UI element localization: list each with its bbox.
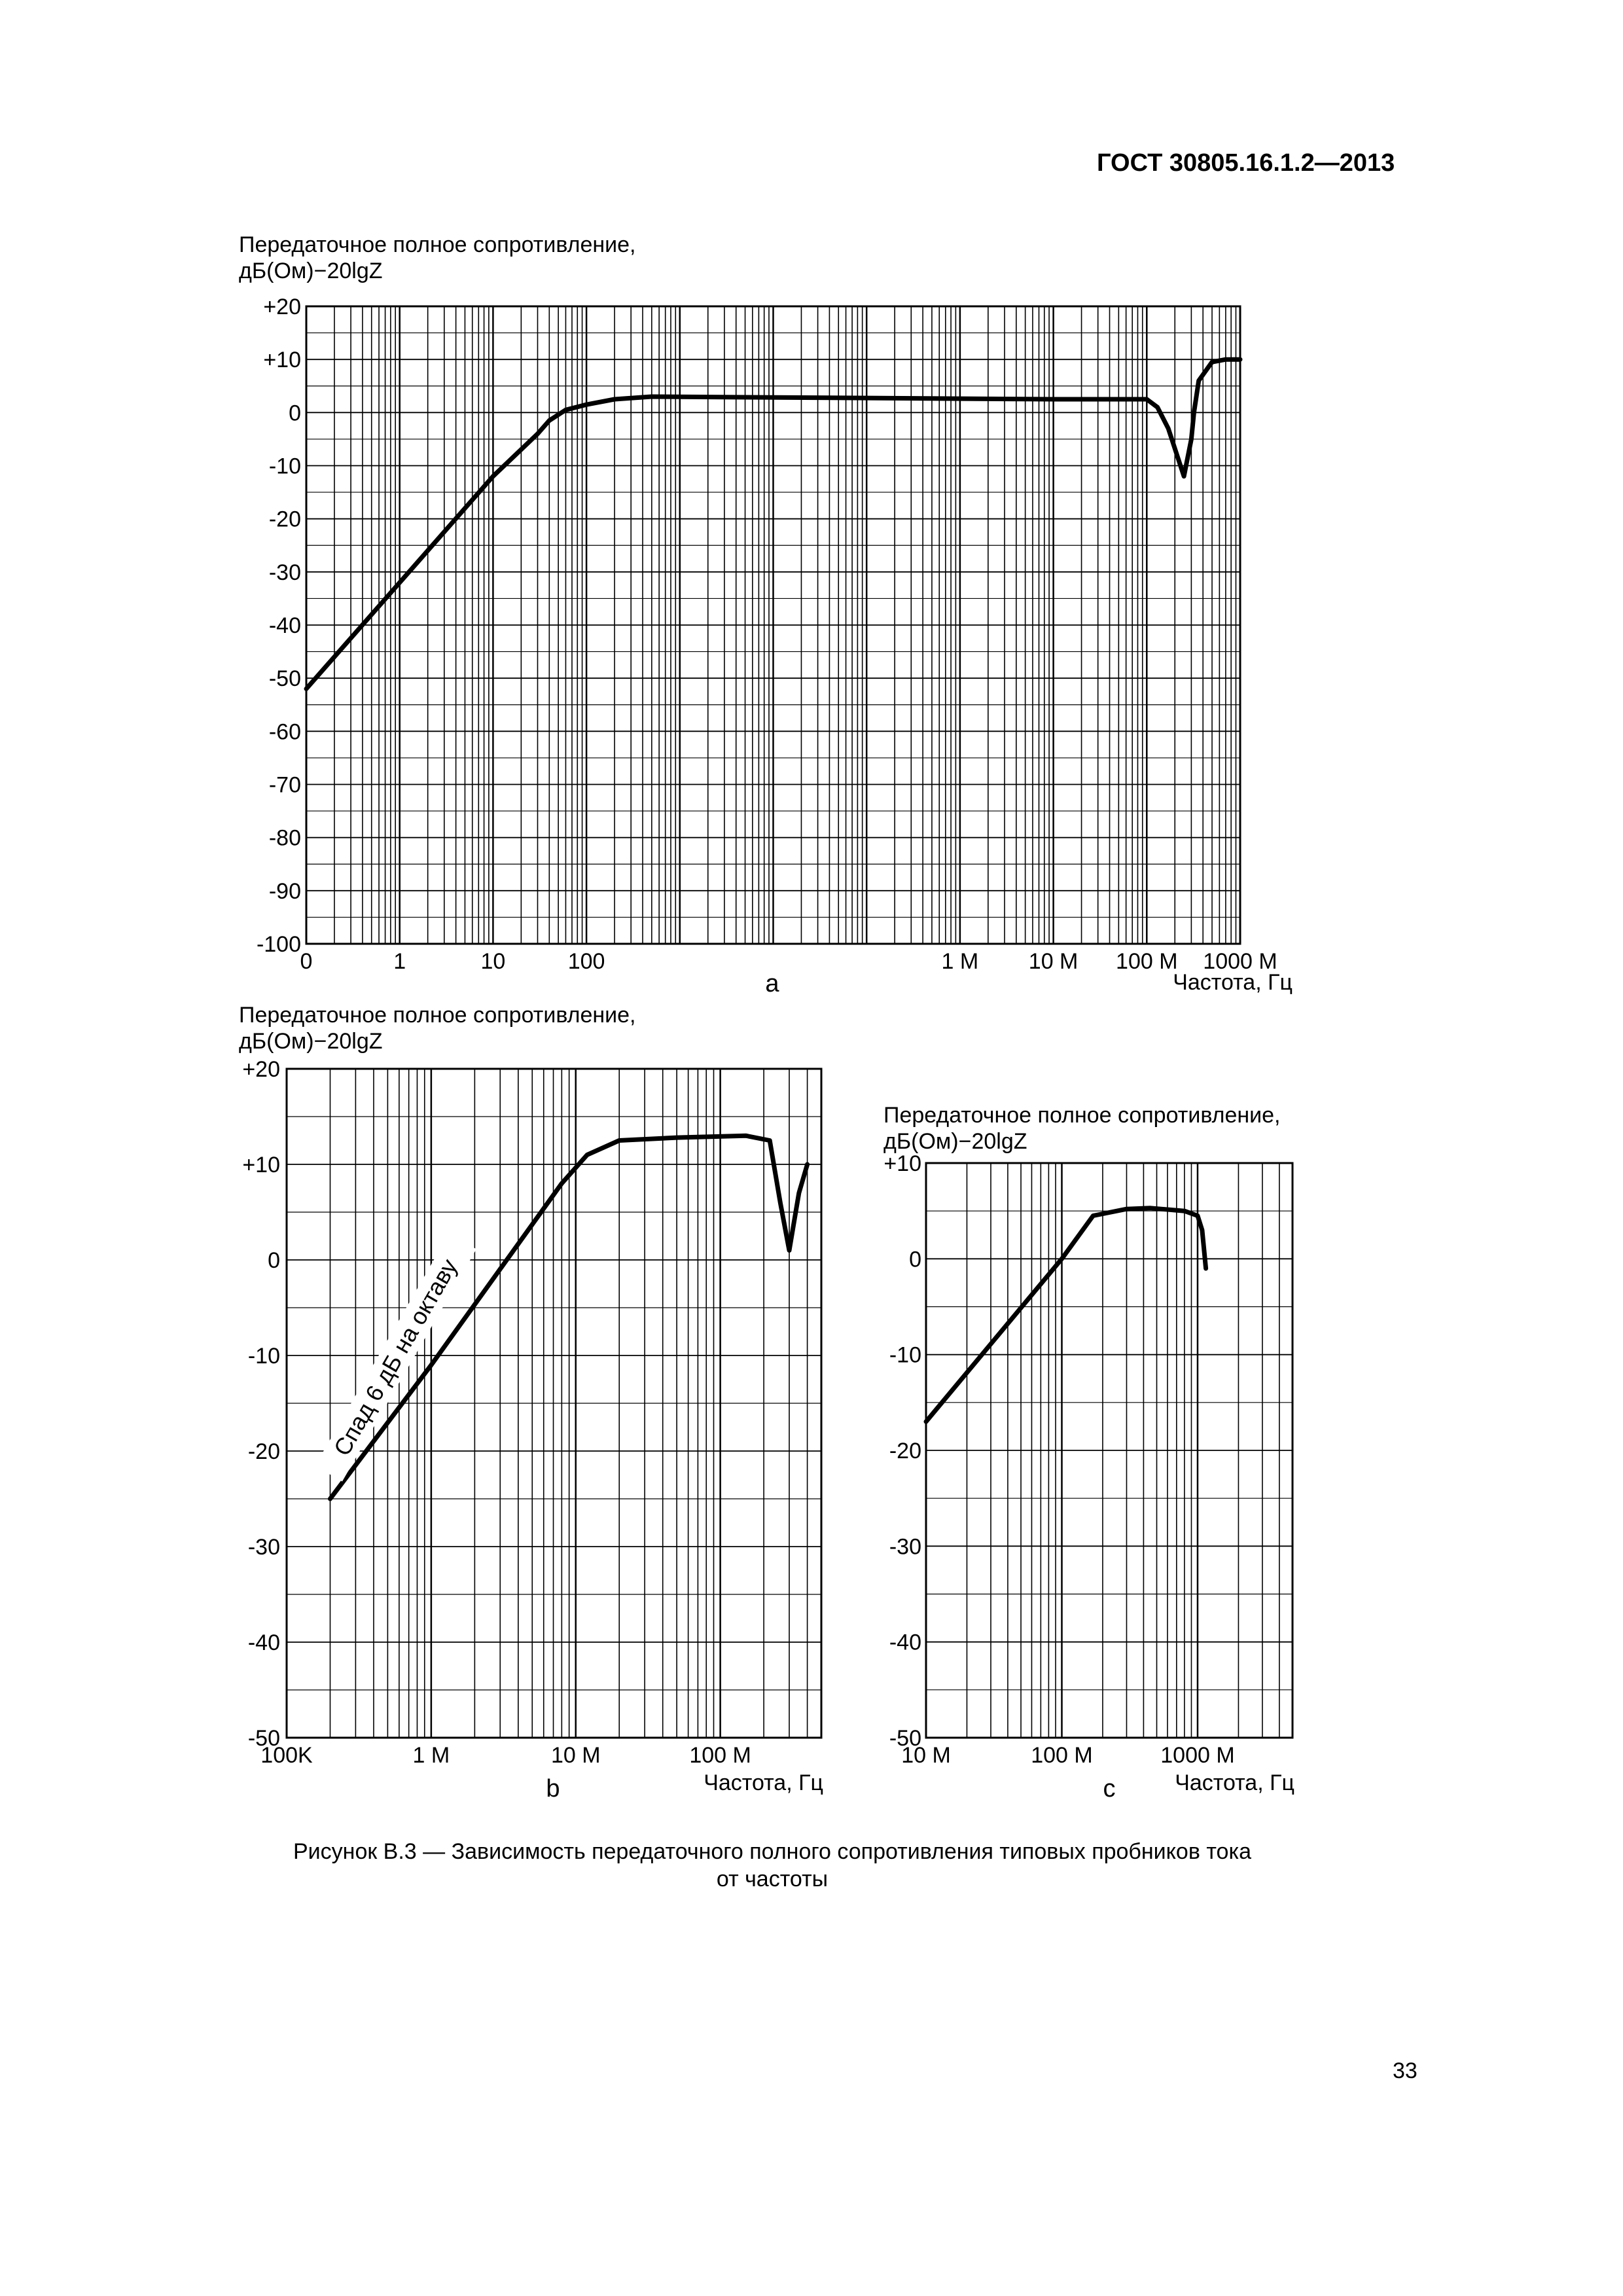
x-axis-label: Частота, Гц [1175,1770,1294,1795]
y-tick-label: 0 [909,1247,921,1272]
x-tick-label: 10 M [901,1743,951,1768]
y-tick-label: -40 [248,1630,280,1655]
y-tick-label: -50 [248,1726,280,1751]
y-tick-label: +20 [263,295,301,319]
y-tick-label: -90 [269,879,301,904]
y-tick-label: +10 [883,1151,921,1176]
x-tick-label: 1000 M [1160,1743,1234,1768]
x-tick-label: 0 [300,949,313,974]
x-tick-label: 10 M [1029,949,1079,974]
plot-frame [925,1162,1294,1739]
x-tick-label: 100 [568,949,605,974]
slope-annotation: Спад 6 дБ на октаву [315,1233,476,1482]
document-code: ГОСТ 30805.16.1.2—2013 [1097,149,1395,177]
y-tick-label: 0 [268,1248,280,1273]
y-tick-label: -70 [269,773,301,798]
x-tick-label: 1 M [413,1743,450,1768]
y-tick-label: -100 [257,932,301,957]
slope-annotation-text: Спад 6 дБ на октаву [328,1254,462,1460]
series-line [328,1133,810,1501]
y-tick-label: -60 [269,719,301,744]
y-tick-label: -10 [269,454,301,479]
y-tick-label: -50 [889,1726,921,1751]
x-tick-label: 10 [480,949,505,974]
figure-caption-line-2: от частоты [716,1867,829,1892]
x-tick-label: 1000 M [1203,949,1277,974]
x-tick-label: 100 M [1116,949,1178,974]
plot-frame [285,1067,823,1739]
y-tick-label: -20 [248,1439,280,1464]
chart-a: Передаточное полное сопротивление,дБ(Ом)… [239,232,1293,997]
y-tick-label: -30 [269,560,301,585]
y-tick-label: 0 [289,401,301,425]
x-tick-label: 100K [260,1743,313,1768]
y-tick-label: -10 [248,1344,280,1369]
y-tick-label: -40 [889,1630,921,1655]
y-tick-label: -40 [269,613,301,638]
y-axis-label: Передаточное полное сопротивление, [239,1003,635,1028]
panel-label: c [1103,1775,1116,1803]
y-axis-unit: дБ(Ом)−20lgZ [883,1129,1027,1154]
panel-label: b [546,1775,560,1803]
x-tick-label: 10 M [551,1743,601,1768]
y-tick-label: -80 [269,826,301,851]
y-tick-label: -20 [269,507,301,532]
x-tick-label: 100 M [1031,1743,1093,1768]
plot-frame [305,305,1241,945]
x-axis-label: Частота, Гц [704,1770,823,1795]
x-axis-label: Частота, Гц [1173,970,1293,995]
y-axis-label: Передаточное полное сопротивление, [239,232,635,257]
chart-b: Передаточное полное сопротивление,дБ(Ом)… [239,1003,823,1803]
x-tick-label: 1 [393,949,406,974]
series-line [304,357,1243,691]
y-tick-label: +10 [242,1153,280,1177]
slope-annotation-background [315,1233,476,1482]
series-line [923,1206,1209,1424]
x-tick-label: 100 M [689,1743,751,1768]
page-number: 33 [1393,2058,1418,2083]
x-tick-label: 1 M [942,949,979,974]
y-axis-unit: дБ(Ом)−20lgZ [239,1029,383,1054]
y-tick-label: -30 [889,1534,921,1559]
chart-c: Передаточное полное сопротивление,дБ(Ом)… [883,1103,1294,1803]
y-tick-label: +20 [242,1057,280,1082]
figure-caption-line-1: Рисунок В.3 — Зависимость передаточного … [293,1839,1251,1864]
y-axis-label: Передаточное полное сопротивление, [883,1103,1280,1128]
y-tick-label: -30 [248,1535,280,1560]
y-tick-label: -50 [269,666,301,691]
panel-label: a [765,970,779,997]
y-tick-label: +10 [263,348,301,372]
y-tick-label: -10 [889,1343,921,1368]
y-tick-label: -20 [889,1439,921,1463]
y-axis-unit: дБ(Ом)−20lgZ [239,259,383,283]
